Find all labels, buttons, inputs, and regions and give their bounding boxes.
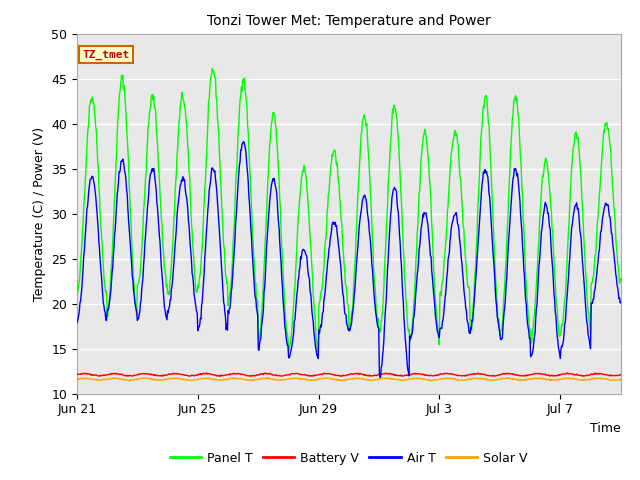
Title: Tonzi Tower Met: Temperature and Power: Tonzi Tower Met: Temperature and Power — [207, 14, 491, 28]
Text: TZ_tmet: TZ_tmet — [82, 50, 129, 60]
Legend: Panel T, Battery V, Air T, Solar V: Panel T, Battery V, Air T, Solar V — [165, 447, 532, 469]
Text: Time: Time — [590, 422, 621, 435]
Y-axis label: Temperature (C) / Power (V): Temperature (C) / Power (V) — [33, 127, 45, 300]
